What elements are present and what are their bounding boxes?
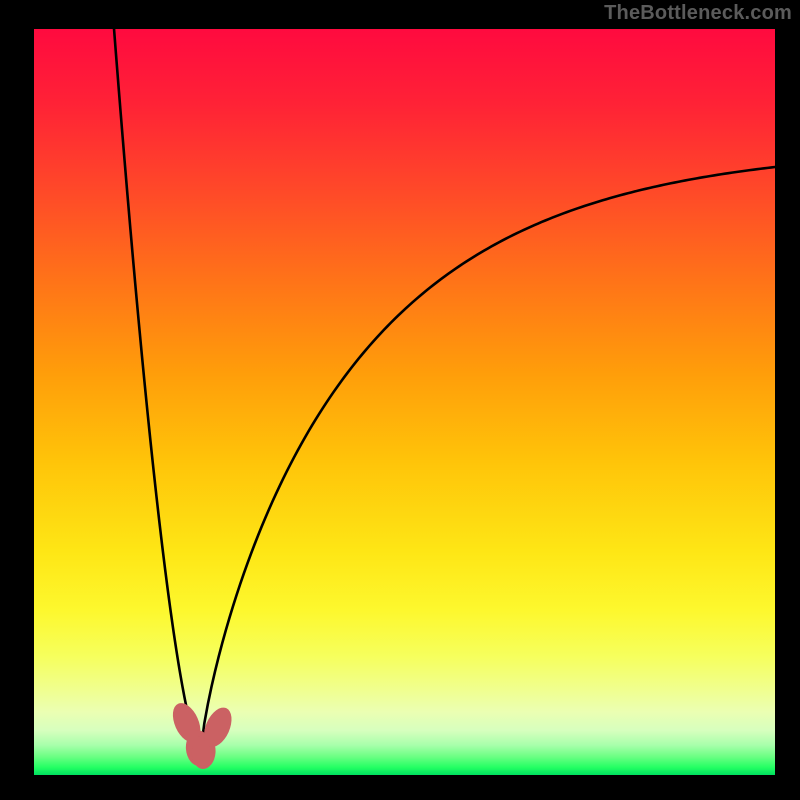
chart-svg [0,0,800,800]
chart-stage: TheBottleneck.com [0,0,800,800]
plot-gradient [34,29,775,775]
